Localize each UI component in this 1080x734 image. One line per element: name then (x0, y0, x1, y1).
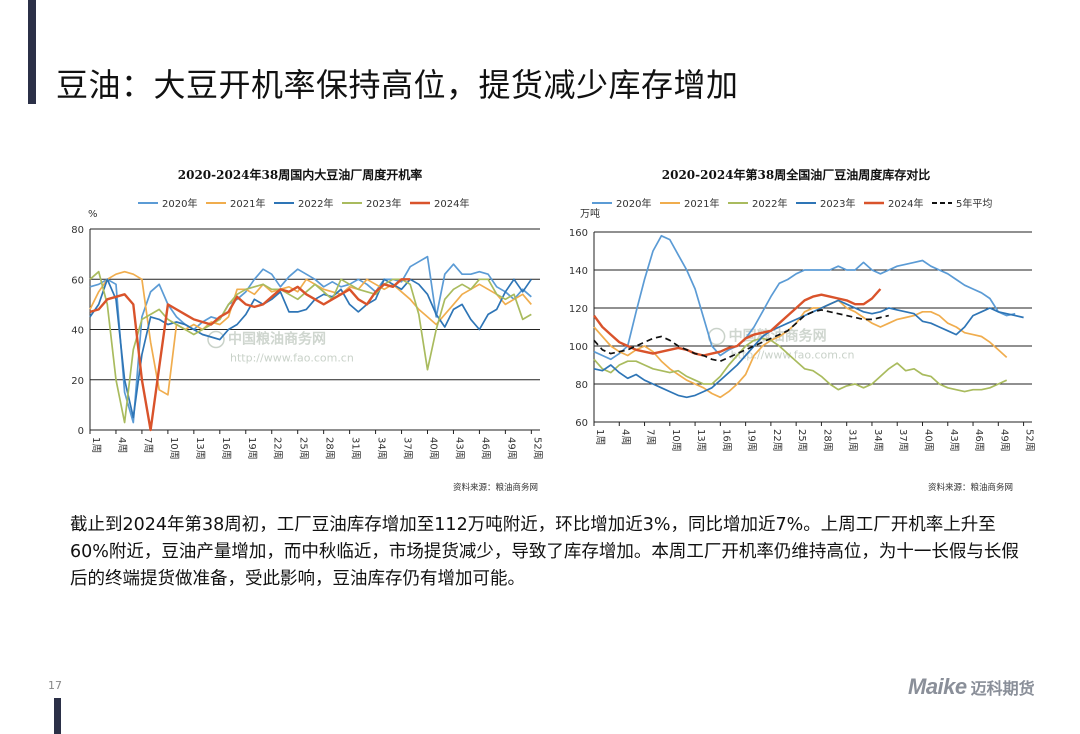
x-tick-label: 28周 (324, 437, 336, 460)
x-tick-label: 7周 (142, 437, 154, 453)
y-tick-label: 60 (575, 418, 588, 429)
legend-entry: 2022年 (752, 197, 787, 210)
x-tick-label: 43周 (948, 429, 960, 452)
y-tick-label: 80 (575, 380, 588, 391)
legend-entry: 2021年 (684, 197, 719, 210)
legend-entry: 2020年 (162, 197, 197, 210)
x-tick-label: 10周 (168, 437, 180, 460)
x-tick-label: 13周 (194, 437, 206, 460)
x-tick-label: 46周 (973, 429, 985, 452)
legend-entry: 2024年 (434, 197, 469, 210)
y-axis-unit: 万吨 (580, 207, 600, 220)
x-tick-label: 16周 (220, 437, 232, 460)
x-tick-label: 4周 (619, 429, 631, 445)
x-tick-label: 34周 (872, 429, 884, 452)
analysis-paragraph: 截止到2024年第38周初，工厂豆油库存增加至112万吨附近，环比增加近3%，同… (70, 515, 1019, 589)
legend-entry: 2024年 (888, 197, 923, 210)
y-tick-label: 100 (569, 342, 588, 353)
x-tick-label: 13周 (695, 429, 707, 452)
series-line (89, 270, 532, 424)
watermark-name: 中国粮油商务网 (228, 331, 326, 348)
legend-entry: 2021年 (230, 197, 265, 210)
legend-entry: 2023年 (820, 197, 855, 210)
y-tick-label: 20 (71, 376, 84, 387)
chart-title: 2020-2024年38周国内大豆油厂周度开机率 (178, 167, 422, 182)
series-line (89, 278, 533, 419)
x-tick-label: 52周 (531, 437, 543, 460)
x-tick-label: 25周 (796, 429, 808, 452)
x-tick-label: 49周 (998, 429, 1010, 452)
y-tick-label: 40 (71, 326, 84, 337)
y-axis-unit: % (88, 209, 98, 220)
watermark-url: http://www.fao.com.cn (731, 349, 855, 362)
x-tick-label: 49周 (505, 437, 517, 460)
x-tick-label: 46周 (479, 437, 491, 460)
x-tick-label: 31周 (350, 437, 362, 460)
x-tick-label: 28周 (821, 429, 833, 452)
y-tick-label: 0 (78, 426, 84, 437)
maike-logo: Maike 迈科期货 (908, 674, 1035, 700)
x-tick-label: 37周 (897, 429, 909, 452)
series-line (89, 278, 411, 432)
x-tick-label: 40周 (923, 429, 935, 452)
footer-accent-bar (54, 698, 61, 734)
x-tick-label: 19周 (246, 437, 258, 460)
y-tick-label: 140 (569, 266, 588, 277)
series-line (593, 337, 1008, 393)
x-tick-label: 1周 (90, 437, 102, 453)
x-tick-label: 25周 (298, 437, 310, 460)
watermark: 中国粮油商务网 http://www.fao.com.cn (207, 330, 354, 365)
page-number: 17 (48, 679, 62, 692)
legend-entry: 2020年 (616, 197, 651, 210)
legend-entry: 2022年 (298, 197, 333, 210)
series-line (89, 270, 532, 396)
series-line (593, 309, 889, 363)
legend-entry: 2023年 (366, 197, 401, 210)
x-tick-label: 52周 (1024, 429, 1036, 452)
logo-latin-text: Maike (908, 674, 967, 699)
x-tick-label: 4周 (116, 437, 128, 453)
x-tick-label: 10周 (670, 429, 682, 452)
x-tick-label: 37周 (402, 437, 414, 460)
x-tick-label: 40周 (428, 437, 440, 460)
x-tick-label: 43周 (453, 437, 465, 460)
x-tick-label: 22周 (771, 429, 783, 452)
source-note: 资料来源：粮油商务网 (928, 482, 1013, 493)
x-tick-label: 16周 (720, 429, 732, 452)
watermark-emblem-icon (207, 330, 225, 349)
x-tick-label: 1周 (594, 429, 606, 445)
x-tick-label: 22周 (272, 437, 284, 460)
series-line (593, 288, 882, 357)
series-line (89, 255, 532, 424)
page-title: 豆油：大豆开机率保持高位，提货减少库存增加 (56, 66, 739, 104)
y-tick-label: 120 (569, 304, 588, 315)
inventory-chart: 2020-2024年第38周全国油厂豆油周度库存对比 2020年 2021年 2022… (569, 167, 1036, 493)
operating-rate-chart: 2020-2024年38周国内大豆油厂周度开机率 2020年 2021年 2022年 2… (71, 167, 543, 493)
y-tick-label: 80 (71, 225, 84, 236)
series-line (593, 234, 1016, 361)
y-tick-label: 60 (71, 275, 84, 286)
x-tick-label: 7周 (645, 429, 657, 445)
x-tick-label: 19周 (746, 429, 758, 452)
logo-chinese-text: 迈科期货 (970, 679, 1035, 698)
title-accent-bar (28, 0, 36, 104)
x-tick-label: 34周 (376, 437, 388, 460)
y-tick-label: 160 (569, 228, 588, 239)
x-tick-label: 31周 (847, 429, 859, 452)
watermark-url: http://www.fao.com.cn (230, 352, 354, 365)
source-note: 资料来源：粮油商务网 (453, 482, 538, 493)
chart-title: 2020-2024年第38周全国油厂豆油周度库存对比 (662, 167, 930, 182)
legend-entry: 5年平均 (956, 197, 992, 210)
